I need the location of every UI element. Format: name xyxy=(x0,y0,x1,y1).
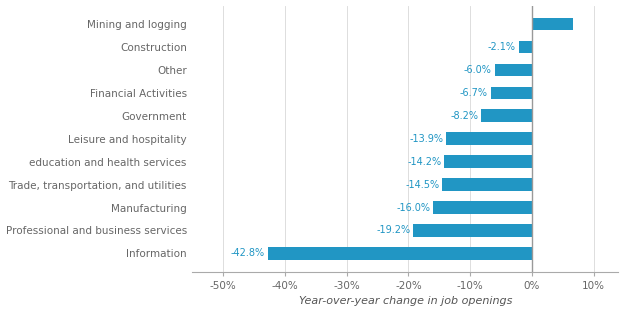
Text: -16.0%: -16.0% xyxy=(396,202,430,212)
Bar xyxy=(414,224,532,237)
X-axis label: Year-over-year change in job openings: Year-over-year change in job openings xyxy=(299,296,512,306)
Bar xyxy=(532,18,573,30)
Text: -2.1%: -2.1% xyxy=(488,42,516,52)
Bar xyxy=(268,247,532,260)
Bar xyxy=(490,86,532,99)
Bar xyxy=(442,178,532,191)
Text: -8.2%: -8.2% xyxy=(451,111,478,121)
Bar xyxy=(446,132,532,145)
Text: -6.0%: -6.0% xyxy=(464,65,492,75)
Text: -14.5%: -14.5% xyxy=(405,180,439,190)
Bar xyxy=(495,64,532,76)
Text: -42.8%: -42.8% xyxy=(230,248,265,258)
Bar xyxy=(433,201,532,214)
Bar xyxy=(519,41,532,53)
Text: -14.2%: -14.2% xyxy=(407,157,441,167)
Text: -19.2%: -19.2% xyxy=(376,226,411,236)
Bar xyxy=(481,110,532,122)
Bar xyxy=(444,155,532,168)
Text: -6.7%: -6.7% xyxy=(459,88,487,98)
Text: 6.7%: 6.7% xyxy=(547,19,571,29)
Text: -13.9%: -13.9% xyxy=(409,134,443,144)
